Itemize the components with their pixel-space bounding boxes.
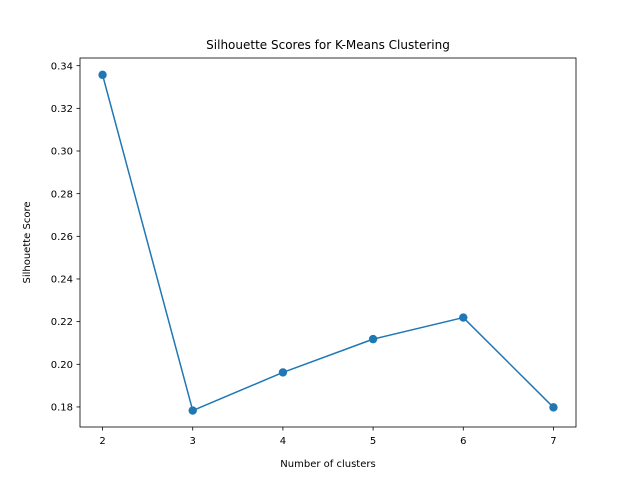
x-axis-label: Number of clusters [280, 459, 375, 470]
y-tick-label: 0.22 [51, 317, 73, 328]
data-point [278, 368, 288, 377]
y-tick-label: 0.30 [51, 147, 73, 158]
y-axis-ticks: 0.18 0.20 0.22 0.24 0.26 0.28 0.30 0.32 0.34 [51, 61, 80, 414]
y-tick-label: 0.18 [51, 403, 73, 414]
series-line [101, 73, 555, 412]
y-axis-label: Silhouette Score [22, 201, 33, 283]
x-tick-label: 5 [370, 436, 376, 447]
x-tick-label: 3 [190, 436, 196, 447]
data-point [368, 334, 378, 344]
x-tick-label: 7 [550, 436, 556, 447]
x-tick-label: 6 [460, 436, 466, 447]
x-tick-label: 2 [99, 436, 105, 447]
y-tick-label: 0.20 [51, 360, 73, 371]
x-axis-ticks: 2 3 4 5 6 7 [99, 427, 557, 447]
y-tick-label: 0.34 [51, 61, 73, 72]
plot-frame [79, 57, 577, 428]
plot-area [80, 58, 576, 427]
y-tick-label: 0.26 [51, 232, 73, 243]
chart-title: Silhouette Scores for K-Means Clustering [206, 38, 450, 52]
data-point [549, 403, 558, 412]
data-point [459, 313, 468, 322]
y-tick-label: 0.24 [51, 275, 73, 286]
y-tick-label: 0.32 [51, 104, 73, 115]
y-tick-label: 0.28 [51, 189, 73, 200]
x-tick-label: 4 [280, 436, 286, 447]
data-point [98, 70, 107, 80]
data-point [188, 406, 197, 415]
series-layer [98, 70, 558, 415]
